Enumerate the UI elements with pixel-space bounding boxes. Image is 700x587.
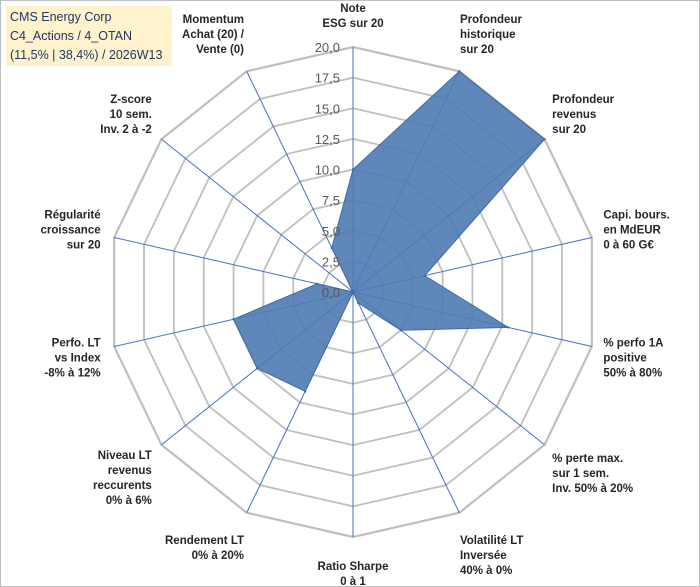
axis-label-line: Profondeur bbox=[552, 94, 614, 106]
axis-label-line: revenus bbox=[552, 109, 596, 121]
tick-label-3: 7,5 bbox=[322, 193, 340, 208]
axis-label-line: revenus bbox=[108, 465, 152, 477]
axis-label-line: 40% à 0% bbox=[460, 565, 512, 577]
axis-label-line: Z-score bbox=[110, 94, 152, 106]
axis-label-10: Perfo. LT vs Index -8% à 12% bbox=[44, 337, 101, 379]
axis-label-line: 10 sem. bbox=[110, 109, 152, 121]
radar-series bbox=[232, 70, 546, 393]
axis-label-line: reccurents bbox=[93, 480, 152, 492]
axis-label-line: Volatilité LT bbox=[460, 535, 523, 547]
score-summary: (11,5% | 38,4%) / 2026W13 bbox=[10, 48, 163, 62]
axis-label-9: Niveau LT revenus reccurents 0% à 6% bbox=[93, 450, 152, 507]
radar-axis-labels: Note ESG sur 20 Profondeur historique sur 20… bbox=[41, 3, 670, 587]
axis-label-5: % perte max. sur 1 sem. Inv. 50% à 20% bbox=[552, 453, 633, 495]
axis-label-line: Inversée bbox=[460, 550, 507, 562]
axis-label-line: Momentum bbox=[183, 14, 244, 26]
axis-label-8: Rendement LT 0% à 20% bbox=[165, 535, 244, 562]
tick-label-5: 12,5 bbox=[315, 132, 340, 147]
axis-label-line: en MdEUR bbox=[603, 225, 661, 237]
axis-label-2: Profondeur revenus sur 20 bbox=[552, 94, 614, 136]
axis-label-line: Capi. bours. bbox=[603, 210, 669, 222]
data-point-0 bbox=[351, 168, 355, 171]
axis-label-line: positive bbox=[603, 352, 646, 364]
axis-label-line: sur 20 bbox=[460, 44, 494, 56]
series-area bbox=[232, 70, 546, 392]
radar-tick-labels: 0,0 2,5 5,0 7,5 10,0 12,5 15,0 17,5 20,0 bbox=[315, 40, 340, 300]
data-point-12 bbox=[351, 290, 355, 294]
axis-label-12: Z-score 10 sem. Inv. 2 à -2 bbox=[100, 94, 152, 136]
axis-label-line: Niveau LT bbox=[98, 450, 152, 462]
axis-label-line: Rendement LT bbox=[165, 535, 244, 547]
data-point-3 bbox=[423, 274, 426, 277]
axis-label-line: ESG sur 20 bbox=[322, 18, 383, 30]
axis-label-line: Perfo. LT bbox=[52, 337, 101, 349]
axis-label-7: Ratio Sharpe 0 à 1 bbox=[318, 561, 389, 587]
axis-label-line: Régularité bbox=[44, 210, 100, 222]
axis-label-line: Achat (20) / bbox=[182, 29, 245, 41]
axis-label-line: Inv. 50% à 20% bbox=[552, 483, 633, 495]
axis-label-line: 50% à 80% bbox=[603, 367, 662, 379]
axis-label-line: sur 20 bbox=[552, 124, 586, 136]
axis-label-6: Volatilité LT Inversée 40% à 0% bbox=[460, 535, 523, 577]
axis-label-0: Note ESG sur 20 bbox=[322, 3, 383, 30]
axis-label-4: % perfo 1A positive 50% à 80% bbox=[603, 337, 663, 379]
axis-label-line: 0% à 20% bbox=[192, 550, 244, 562]
data-point-1 bbox=[458, 70, 461, 73]
axis-label-line: Note bbox=[340, 3, 366, 15]
axis-label-line: sur 1 sem. bbox=[552, 468, 609, 480]
data-point-11 bbox=[315, 282, 319, 286]
chart-title-box: CMS Energy Corp C4_Actions / 4_OTAN (11,… bbox=[6, 6, 172, 66]
axis-label-line: % perfo 1A bbox=[603, 337, 663, 349]
axis-label-line: Ratio Sharpe bbox=[318, 561, 389, 573]
axis-label-1: Profondeur historique sur 20 bbox=[460, 14, 522, 56]
axis-label-line: croissance bbox=[41, 225, 101, 237]
axis-label-line: 0% à 6% bbox=[106, 495, 152, 507]
data-point-4 bbox=[507, 326, 510, 329]
axis-label-line: Inv. 2 à -2 bbox=[100, 124, 152, 136]
tick-label-8: 20,0 bbox=[315, 40, 340, 55]
data-point-2 bbox=[543, 138, 546, 141]
data-point-6 bbox=[357, 301, 360, 305]
tick-label-1: 2,5 bbox=[322, 254, 340, 269]
tick-label-4: 10,0 bbox=[315, 163, 340, 178]
spoke-11 bbox=[114, 236, 354, 293]
axis-label-line: % perte max. bbox=[552, 453, 623, 465]
data-point-13 bbox=[330, 246, 333, 250]
data-point-9 bbox=[256, 367, 259, 370]
axis-label-line: Vente (0) bbox=[196, 44, 244, 56]
data-point-10 bbox=[232, 318, 235, 321]
axis-label-line: 0 à 1 bbox=[340, 576, 366, 587]
axis-label-line: historique bbox=[460, 29, 516, 41]
portfolio-name: C4_Actions / 4_OTAN bbox=[10, 29, 133, 43]
data-point-8 bbox=[303, 390, 307, 393]
axis-label-line: sur 20 bbox=[67, 240, 101, 252]
axis-label-3: Capi. bours. en MdEUR 0 à 60 G€ bbox=[603, 210, 669, 252]
data-point-5 bbox=[399, 328, 403, 332]
spoke-12 bbox=[161, 138, 354, 293]
tick-label-2: 5,0 bbox=[322, 224, 340, 239]
tick-label-0: 0,0 bbox=[322, 285, 340, 300]
axis-label-line: 0 à 60 G€ bbox=[603, 240, 654, 252]
axis-label-line: vs Index bbox=[55, 352, 102, 364]
axis-label-line: Profondeur bbox=[460, 14, 522, 26]
spoke-6 bbox=[352, 291, 460, 513]
company-name: CMS Energy Corp bbox=[10, 10, 112, 24]
axis-label-line: -8% à 12% bbox=[44, 367, 100, 379]
tick-label-7: 17,5 bbox=[315, 71, 340, 86]
axis-label-11: Régularité croissance sur 20 bbox=[41, 210, 101, 252]
tick-label-6: 15,0 bbox=[315, 101, 340, 116]
axis-label-13: Momentum Achat (20) / Vente (0) bbox=[182, 14, 245, 56]
